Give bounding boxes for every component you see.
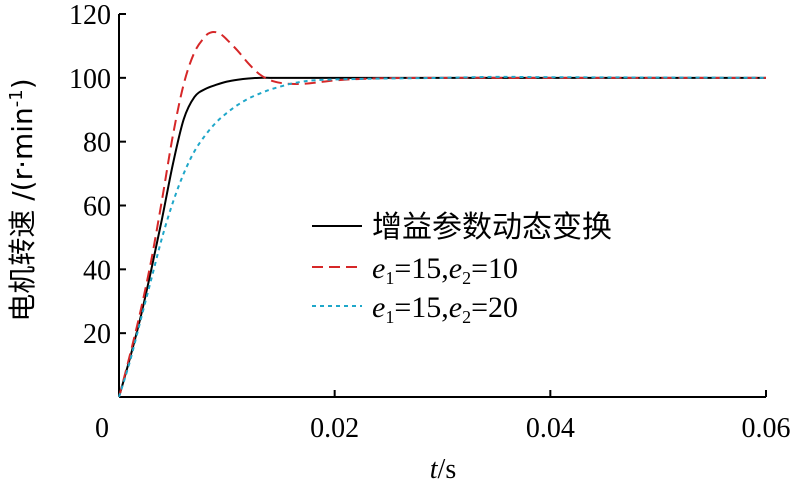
x-axis-unit: /s bbox=[438, 454, 457, 485]
legend-3-mid: =15, bbox=[394, 291, 448, 324]
legend-3-e1: e bbox=[372, 291, 385, 324]
series-line-2 bbox=[118, 30, 766, 398]
legend-2-end: =10 bbox=[471, 252, 518, 285]
legend-2-mid: =15, bbox=[394, 252, 448, 285]
y-axis-title-close: ) bbox=[6, 78, 39, 89]
y-tick-label: 60 bbox=[83, 192, 111, 223]
x-axis-var: t bbox=[430, 454, 439, 485]
legend-2-sub2: 2 bbox=[462, 268, 471, 288]
y-axis-title: 电机转速 /(r·min-1) bbox=[6, 78, 40, 321]
series-lines bbox=[118, 30, 767, 398]
x-tick-label: 0.04 bbox=[526, 413, 575, 444]
series-line-1 bbox=[118, 76, 766, 398]
y-axis-title-sup: -1 bbox=[6, 89, 27, 107]
tick-labels: 20 40 60 80 100 120 0 0.02 0.04 0.06 bbox=[69, 0, 791, 444]
series-line-3 bbox=[118, 75, 767, 398]
legend-2-e2: e bbox=[449, 252, 462, 285]
y-tick-label: 40 bbox=[83, 255, 111, 286]
x-tick-label: 0.06 bbox=[742, 413, 791, 444]
legend-2-sub1: 1 bbox=[385, 268, 394, 288]
axes bbox=[118, 13, 767, 398]
y-tick-label: 100 bbox=[69, 64, 111, 95]
legend-3-e2: e bbox=[449, 291, 462, 324]
x-axis-title: t/s bbox=[430, 454, 456, 485]
legend: 增益参数动态变换 e1=15,e2=10 e1=15,e2=20 bbox=[312, 210, 612, 327]
y-tick-label: 80 bbox=[83, 128, 111, 159]
y-tick-label: 20 bbox=[83, 319, 111, 350]
legend-label-3: e1=15,e2=20 bbox=[372, 291, 518, 327]
legend-3-end: =20 bbox=[471, 291, 518, 324]
legend-3-sub2: 2 bbox=[462, 307, 471, 327]
legend-label-2: e1=15,e2=10 bbox=[372, 252, 518, 288]
y-tick-label: 120 bbox=[69, 0, 111, 31]
y-axis-title-main: 电机转速 /(r·min bbox=[6, 107, 39, 321]
x-tick-label: 0 bbox=[95, 413, 109, 444]
legend-3-sub1: 1 bbox=[385, 307, 394, 327]
legend-label-1: 增益参数动态变换 bbox=[372, 210, 612, 245]
legend-2-e1: e bbox=[372, 252, 385, 285]
x-tick-label: 0.02 bbox=[310, 413, 359, 444]
